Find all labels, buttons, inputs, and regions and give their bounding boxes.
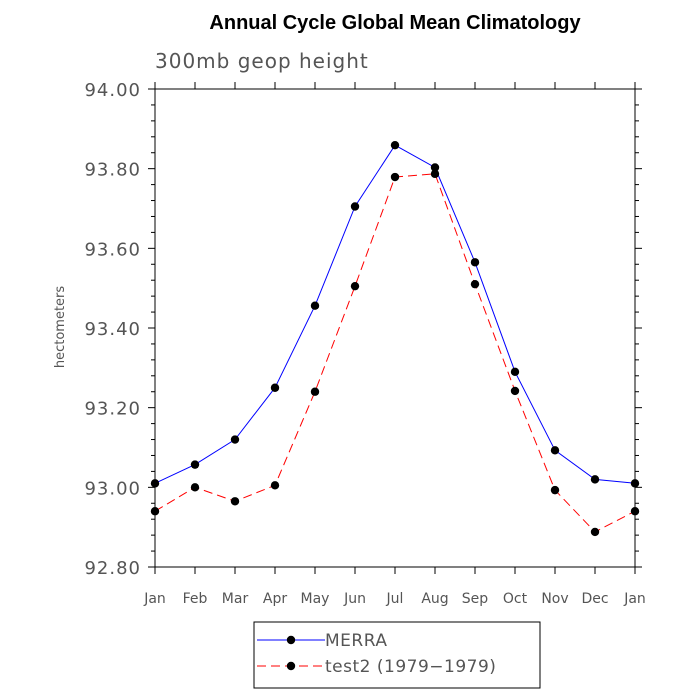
data-point-1 xyxy=(430,169,440,179)
data-point-1 xyxy=(150,507,160,516)
data-point-1 xyxy=(270,481,280,490)
legend-marker-test2 xyxy=(286,661,296,671)
axis-ticks xyxy=(148,82,642,574)
x-tick-label: Jan xyxy=(143,591,166,607)
y-tick-label: 93.40 xyxy=(84,319,141,340)
data-point-1 xyxy=(470,279,480,289)
data-point-0 xyxy=(390,140,400,150)
data-point-0 xyxy=(510,367,520,377)
data-point-0 xyxy=(630,479,640,488)
plot-frame xyxy=(154,88,636,568)
x-tick-label: Sep xyxy=(462,591,489,607)
data-point-1 xyxy=(190,483,200,492)
data-point-0 xyxy=(230,435,240,444)
x-tick-label: Apr xyxy=(263,591,287,607)
legend-box xyxy=(253,621,541,689)
x-tick-label: Nov xyxy=(541,591,568,607)
data-point-0 xyxy=(350,202,360,211)
x-tick-label: May xyxy=(301,591,330,607)
x-tick-label: Feb xyxy=(183,591,208,607)
x-tick-label: Jun xyxy=(343,591,366,607)
x-tick-label: Aug xyxy=(421,591,448,607)
legend-label-test2: test2 (1979−1979) xyxy=(325,657,496,677)
data-point-0 xyxy=(190,460,200,469)
x-tick-label: Jan xyxy=(623,591,646,607)
chart-title: Annual Cycle Global Mean Climatology xyxy=(209,12,581,34)
data-point-0 xyxy=(150,479,160,488)
data-point-1 xyxy=(590,527,600,537)
data-point-0 xyxy=(310,301,320,310)
data-point-0 xyxy=(590,475,600,484)
y-tick-labels: 92.80 93.00 93.20 93.40 93.60 93.80 94.00 xyxy=(84,80,141,579)
series-line-0 xyxy=(154,144,636,484)
data-point-1 xyxy=(310,387,320,396)
x-tick-label: Oct xyxy=(503,591,528,607)
data-point-1 xyxy=(230,497,240,506)
data-point-1 xyxy=(390,172,400,182)
data-point-0 xyxy=(550,446,560,455)
x-tick-label: Mar xyxy=(222,591,249,607)
data-point-0 xyxy=(270,383,280,392)
x-tick-labels: Jan Feb Mar Apr May Jun Jul Aug Sep Oct Nov Dec Jan xyxy=(143,591,646,607)
y-tick-label: 93.00 xyxy=(84,478,141,499)
data-point-0 xyxy=(470,258,480,267)
data-point-1 xyxy=(510,386,520,396)
legend: MERRA test2 (1979−1979) xyxy=(253,621,541,689)
chart-subtitle: 300mb geop height xyxy=(155,49,369,73)
x-tick-label: Dec xyxy=(581,591,608,607)
data-point-1 xyxy=(350,281,360,291)
y-tick-label: 93.80 xyxy=(84,160,141,181)
y-tick-label: 94.00 xyxy=(84,80,141,101)
y-axis-label: hectometers xyxy=(53,286,68,369)
data-point-1 xyxy=(630,507,640,516)
series-layer xyxy=(150,140,640,537)
y-tick-label: 92.80 xyxy=(84,558,141,579)
series-line-1 xyxy=(154,173,636,533)
y-tick-label: 93.60 xyxy=(84,239,141,260)
data-point-1 xyxy=(550,485,560,495)
y-tick-label: 93.20 xyxy=(84,399,141,420)
legend-label-merra: MERRA xyxy=(325,631,387,651)
legend-marker-merra xyxy=(286,635,296,645)
x-tick-label: Jul xyxy=(386,591,404,607)
data-point-0 xyxy=(430,163,440,172)
